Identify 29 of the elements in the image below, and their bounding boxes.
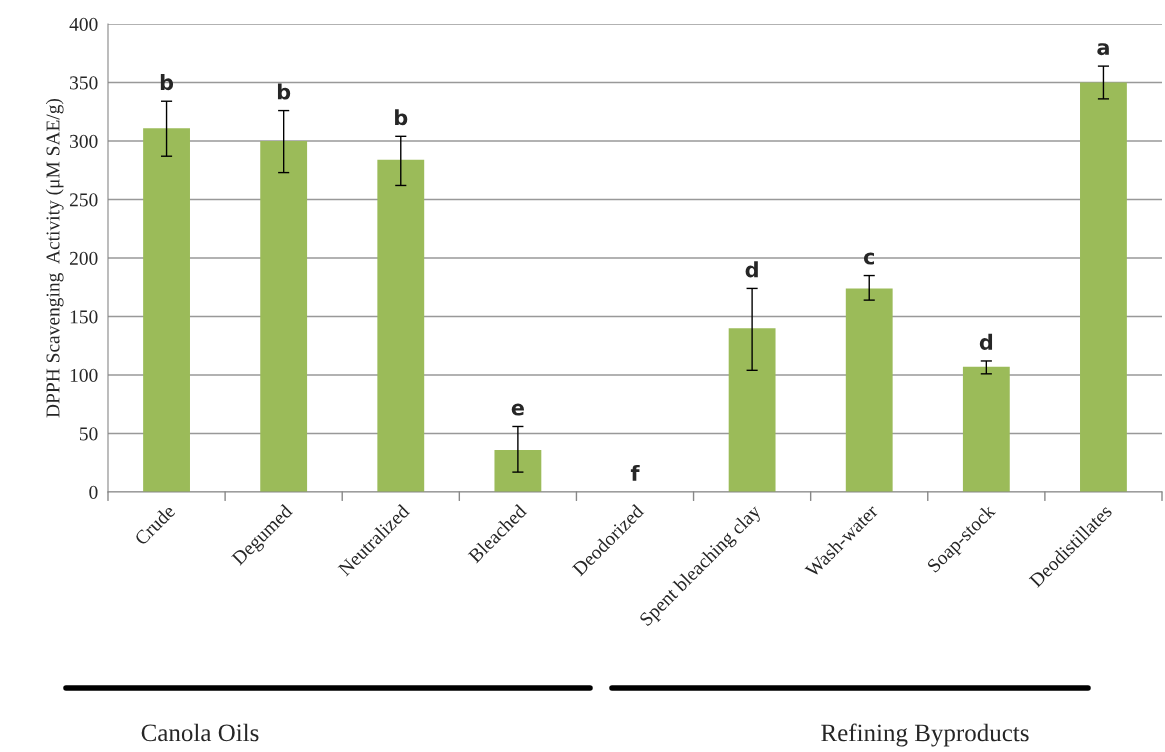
y-tick-label: 150 [70, 310, 98, 324]
y-tick-label: 0 [89, 485, 98, 499]
bar [1080, 82, 1127, 492]
text: Canola Oils [141, 723, 259, 742]
annotation: c [863, 252, 874, 265]
bar [143, 128, 190, 492]
bar [962, 366, 1010, 492]
annotation: b [160, 74, 174, 91]
bar [494, 449, 542, 492]
bar [377, 159, 425, 492]
bar [260, 141, 308, 492]
annotation: d [745, 261, 758, 278]
bar [728, 328, 776, 492]
text: Refining Byproducts [821, 723, 1029, 747]
y-tick-label: 100 [70, 368, 98, 382]
annotation: b [395, 109, 408, 126]
y-tick-label: 250 [69, 193, 98, 207]
y-tick-label: 50 [79, 427, 98, 441]
y-axis-title: DPPH Scavenging Activity (μM SAE/g) [45, 98, 64, 418]
y-tick-label: 350 [70, 76, 98, 90]
y-tick-label: 300 [70, 134, 98, 148]
y-tick-label: 200 [69, 251, 98, 265]
y-tick-label: 400 [69, 17, 98, 31]
annotation: b [277, 83, 291, 100]
annotation: e [511, 403, 524, 416]
annotation: a [1097, 43, 1109, 56]
annotation: d [979, 333, 993, 350]
bar [845, 288, 893, 492]
annotation: f [630, 464, 640, 481]
